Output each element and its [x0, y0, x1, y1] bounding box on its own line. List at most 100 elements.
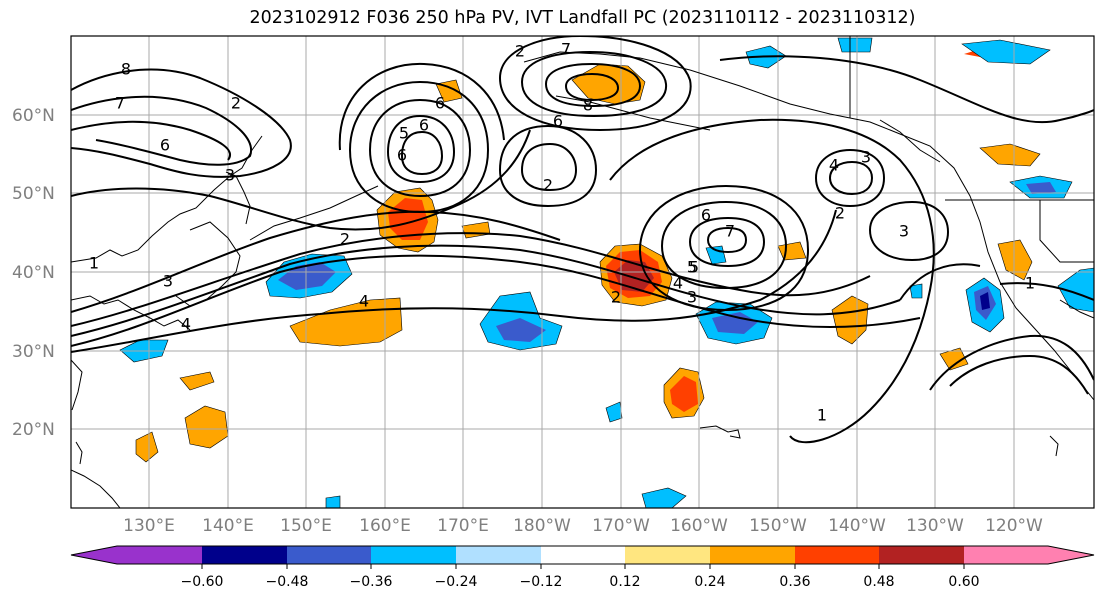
positive-anomaly-core — [670, 376, 698, 412]
contour-label: 6 — [701, 206, 711, 225]
contour-label: 5 — [689, 258, 699, 277]
positive-anomaly-region — [831, 295, 869, 345]
lat-label: 40°N — [12, 263, 55, 283]
negative-anomaly-peak — [980, 292, 990, 310]
colorbar-segment — [541, 546, 625, 564]
contour-label: 2 — [515, 42, 525, 61]
lon-label: 150°E — [280, 516, 332, 536]
lon-label: 130°E — [123, 516, 175, 536]
borders — [849, 36, 1094, 319]
contour-label: 2 — [611, 288, 621, 307]
contour-label: 4 — [359, 292, 369, 311]
contour-label: 7 — [561, 40, 571, 59]
map-title: 2023102912 F036 250 hPa PV, IVT Landfall… — [249, 8, 916, 28]
map-border — [70, 35, 1095, 509]
negative-anomaly-region — [961, 39, 1051, 65]
lat-label: 50°N — [12, 184, 55, 204]
contour-label: 5 — [399, 124, 409, 143]
lon-label: 150°W — [749, 516, 807, 536]
colorbar-segment — [456, 546, 541, 564]
negative-anomaly-region — [837, 37, 873, 53]
lon-label: 130°W — [906, 516, 964, 536]
contour-label: 7 — [115, 94, 125, 113]
positive-anomaly-region — [997, 239, 1033, 281]
negative-anomaly-core — [496, 318, 546, 342]
colorbar-segment — [371, 546, 456, 564]
contour-label: 4 — [829, 156, 839, 175]
lon-label: 120°W — [985, 516, 1043, 536]
colorbar-outline — [70, 545, 1095, 565]
colorbar-segment — [964, 546, 1048, 564]
contour-lines — [71, 36, 1094, 444]
lon-label: 180°W — [513, 516, 571, 536]
contour-label-group: 8 7 6 3 2 1 3 4 2 6 5 6 7 8 6 2 7 5 6 2 … — [89, 40, 1035, 425]
lon-label: 170°E — [437, 516, 489, 536]
contour-label: 3 — [687, 288, 697, 307]
contour-label: 2 — [231, 94, 241, 113]
colorbar-tick-label: 0.12 — [609, 574, 640, 590]
contour-label: 2 — [835, 204, 845, 223]
negative-anomaly-region — [909, 283, 923, 299]
colorbar-segment — [710, 546, 795, 564]
lat-label: 30°N — [12, 342, 55, 362]
colorbar-tick-label: −0.60 — [181, 574, 224, 590]
colorbar-tick-label: −0.48 — [266, 574, 309, 590]
colorbar-ticks — [201, 564, 965, 569]
positive-anomaly-region — [939, 347, 969, 371]
lat-label: 20°N — [12, 420, 55, 440]
colorbar: −0.60 −0.48 −0.36 −0.24 −0.12 0.12 0.24 … — [70, 545, 1095, 590]
contour-label: 3 — [225, 166, 235, 185]
colorbar-tick-label: 0.24 — [694, 574, 725, 590]
colorbar-tick-label: 0.48 — [863, 574, 894, 590]
lon-label: 170°W — [592, 516, 650, 536]
colorbar-segment — [879, 546, 964, 564]
colorbar-segment — [625, 546, 710, 564]
lon-label: 140°E — [202, 516, 254, 536]
negative-anomaly-region — [641, 487, 687, 508]
lon-labels: 130°E 140°E 150°E 160°E 170°E 180°W 170°… — [123, 516, 1043, 536]
colorbar-tick-label: −0.36 — [350, 574, 393, 590]
colorbar-tick-label: −0.12 — [520, 574, 563, 590]
contour-label: 4 — [673, 274, 683, 293]
contour-label: 6 — [397, 146, 407, 165]
contour-label: 8 — [121, 60, 131, 79]
lat-labels: 60°N 50°N 40°N 30°N 20°N — [12, 106, 55, 440]
contour-label: 8 — [583, 96, 593, 115]
contour-label: 6 — [435, 94, 445, 113]
contour-label: 2 — [340, 230, 350, 249]
lon-label: 160°W — [670, 516, 728, 536]
colorbar-segment — [287, 546, 371, 564]
contour-label: 3 — [899, 222, 909, 241]
colorbar-tick-label: 0.36 — [779, 574, 810, 590]
contour-label: 4 — [181, 315, 191, 334]
negative-anomaly-region — [605, 401, 623, 423]
contour-label: 7 — [725, 222, 735, 241]
colorbar-extend-max — [1048, 546, 1094, 564]
lon-label: 140°W — [828, 516, 886, 536]
colorbar-segment — [117, 546, 202, 564]
contour-label: 1 — [817, 406, 827, 425]
contour-label: 3 — [163, 272, 173, 291]
lat-label: 60°N — [12, 106, 55, 126]
negative-anomaly-region — [325, 495, 341, 508]
contour-label: 1 — [89, 254, 99, 273]
positive-anomaly-core — [388, 198, 428, 240]
coastlines — [71, 51, 1094, 508]
colorbar-tick-label: 0.60 — [948, 574, 979, 590]
contour-label: 6 — [160, 136, 170, 155]
contour-label: 2 — [543, 176, 553, 195]
contour-label: 6 — [553, 112, 563, 131]
colorbar-segment — [795, 546, 879, 564]
colorbar-segment — [202, 546, 287, 564]
colorbar-extend-min — [71, 546, 117, 564]
contour-label: 3 — [861, 148, 871, 167]
contour-label: 6 — [419, 116, 429, 135]
colorbar-tick-label: −0.24 — [435, 574, 478, 590]
lon-label: 160°E — [359, 516, 411, 536]
positive-anomaly-region — [179, 371, 215, 391]
negative-anomaly-core — [712, 312, 758, 334]
negative-anomaly-core — [1026, 182, 1056, 194]
negative-anomaly-region — [705, 245, 727, 265]
contour-label: 5 — [687, 258, 697, 277]
